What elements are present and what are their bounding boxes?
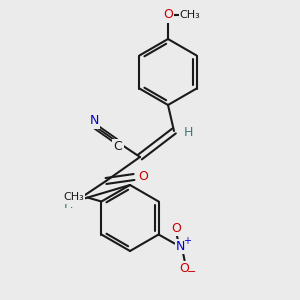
Text: +: + <box>183 236 190 247</box>
Text: N: N <box>89 115 99 128</box>
Text: H: H <box>63 199 73 212</box>
Text: C: C <box>114 140 122 154</box>
Text: O: O <box>163 8 173 22</box>
Text: O: O <box>180 262 190 275</box>
Text: O: O <box>172 222 182 235</box>
Text: O: O <box>138 170 148 184</box>
Text: H: H <box>183 127 193 140</box>
Text: CH₃: CH₃ <box>63 193 84 202</box>
Text: −: − <box>187 268 196 278</box>
Text: CH₃: CH₃ <box>180 10 200 20</box>
Text: N: N <box>176 240 185 253</box>
Text: N: N <box>70 193 80 206</box>
